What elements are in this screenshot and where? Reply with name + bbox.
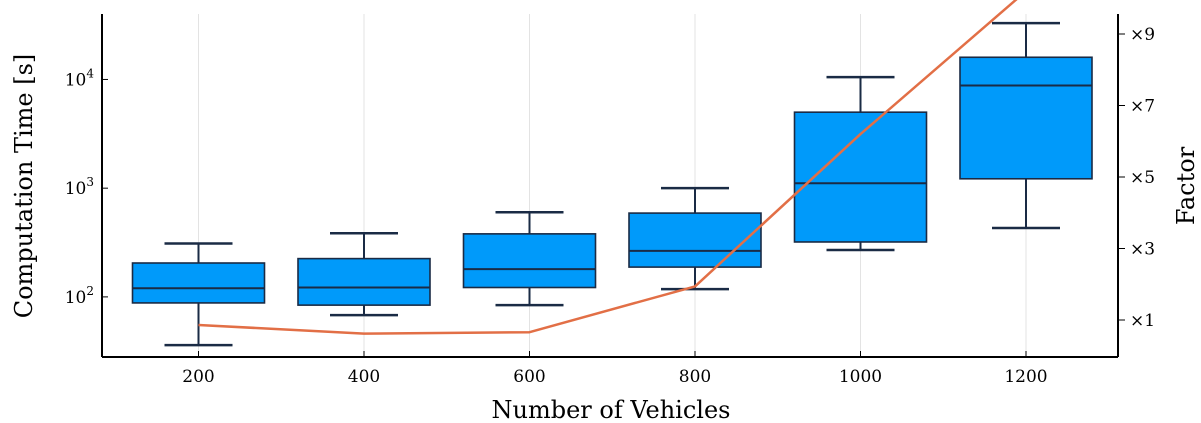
- y-axis-title: Computation Time [s]: [10, 54, 38, 319]
- y2-tick-label: ×3: [1130, 240, 1155, 260]
- y-tick-label: 102: [65, 284, 94, 308]
- box-200: [131, 242, 266, 347]
- x-tick-label: 1000: [839, 367, 882, 387]
- axis-layer: [101, 14, 1119, 358]
- x-tick-label: 800: [679, 367, 711, 387]
- box-body: [462, 233, 597, 289]
- y2-axis-title: Factor: [1172, 146, 1200, 225]
- y-tick-label: 103: [65, 175, 94, 199]
- box-body: [628, 212, 762, 268]
- y2-tick-label: ×7: [1130, 97, 1155, 117]
- box-1000: [793, 75, 928, 252]
- y2-tick-label: ×9: [1130, 25, 1155, 45]
- factor-line: [198, 0, 1018, 335]
- x-tick-label: 1200: [1004, 367, 1047, 387]
- tick-layer: 200 400 600 800 1000 1200 102 103 104 ×1 ×3 ×5 ×7 ×9: [65, 25, 1155, 387]
- box-body: [959, 56, 1093, 180]
- x-axis-title: Number of Vehicles: [492, 396, 731, 423]
- box-1200: [959, 21, 1093, 230]
- box-600: [462, 211, 597, 307]
- y2-tick-label: ×5: [1130, 168, 1155, 188]
- box-body: [131, 262, 266, 304]
- y2-tick-label: ×1: [1130, 311, 1155, 331]
- x-tick-label: 600: [513, 367, 545, 387]
- x-tick-label: 400: [348, 367, 380, 387]
- factor-line-layer: [198, 0, 1018, 335]
- y-tick-label: 104: [65, 66, 95, 90]
- box-400: [297, 231, 431, 317]
- box-layer: [131, 21, 1093, 347]
- x-tick-label: 200: [182, 367, 214, 387]
- box-body: [297, 257, 431, 306]
- box-800: [628, 186, 762, 291]
